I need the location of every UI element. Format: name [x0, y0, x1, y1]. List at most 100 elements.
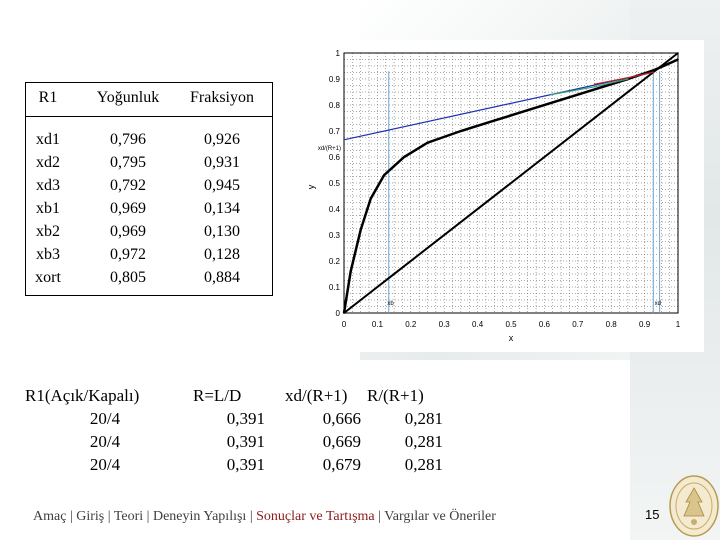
- table-cell: 0,391: [226, 455, 265, 474]
- density-column: 0,796 0,795 0,792 0,969 0,969 0,972 0,80…: [82, 129, 174, 289]
- table-cell: 0,795: [110, 154, 146, 171]
- x-tick-label: 0.1: [372, 320, 384, 329]
- series-point: [652, 71, 655, 74]
- y-tick-label: 0.8: [329, 101, 341, 110]
- series-point: [343, 312, 345, 314]
- table-cell: xb2: [36, 223, 60, 240]
- header-fraction: Fraksiyon: [190, 89, 254, 106]
- x-tick-label: 0.9: [639, 320, 651, 329]
- series-point: [593, 88, 596, 91]
- x-tick-label: 0.4: [472, 320, 484, 329]
- y-axis-label: y: [306, 184, 316, 189]
- nav-separator: |: [107, 509, 111, 524]
- table-cell: 20/4: [89, 455, 121, 474]
- table-cell: 0,130: [204, 223, 240, 240]
- x-tick-label: 0.8: [606, 320, 618, 329]
- header-divider: [26, 116, 272, 117]
- table-cell: 0,669: [322, 432, 361, 451]
- y-tick-label: 0.1: [329, 283, 341, 292]
- table-cell: 0,281: [404, 455, 443, 474]
- table-cell: 0,884: [204, 269, 240, 286]
- table-cell: 0,926: [204, 131, 240, 148]
- table-cell: xb1: [36, 200, 60, 217]
- nav-link-amac[interactable]: Amaç: [33, 509, 67, 524]
- y-tick-label: 0: [336, 309, 341, 318]
- table-cell: xb3: [36, 246, 60, 263]
- table-cell: 0,969: [110, 223, 146, 240]
- y-tick-label: 0.4: [329, 205, 341, 214]
- series-point: [550, 93, 552, 96]
- chart-annotation: xd/(R+1): [318, 146, 341, 152]
- x-tick-label: 0.5: [505, 320, 517, 329]
- chart-annotation: xd: [655, 301, 661, 307]
- series-point: [369, 197, 372, 200]
- series-point: [426, 141, 429, 144]
- table-cell: 0,391: [226, 432, 265, 451]
- x-tick-label: 0.2: [405, 320, 417, 329]
- header-xd-r1: xd/(R+1): [285, 386, 348, 405]
- y-tick-label: 0.2: [329, 257, 341, 266]
- series-point: [403, 156, 405, 158]
- table-cell: 0,391: [226, 409, 265, 428]
- series-point: [349, 270, 352, 273]
- x-axis-label: x: [509, 333, 514, 343]
- series-point: [460, 130, 462, 132]
- series-point: [560, 99, 562, 101]
- header-reflux: R1(Açık/Kapalı): [25, 386, 140, 405]
- table-cell: 0,972: [110, 246, 146, 263]
- table-cell: 0,134: [204, 200, 240, 217]
- y-tick-label: 1: [336, 49, 341, 58]
- series-point: [677, 58, 679, 61]
- header-r-r1: R/(R+1): [367, 386, 424, 405]
- nav-link-sonuclar[interactable]: Sonuçlar ve Tartışma: [256, 509, 375, 524]
- series-point: [386, 278, 389, 280]
- nav-separator: |: [378, 509, 381, 524]
- y-tick-label: 0.7: [329, 127, 341, 136]
- x-tick-label: 0.6: [539, 320, 551, 329]
- series-point: [653, 69, 656, 71]
- series-point: [593, 83, 596, 85]
- table-cell: 20/4: [89, 409, 121, 428]
- page-number: 15: [645, 507, 660, 522]
- table-cell: 0,666: [322, 409, 361, 428]
- table-cell: xd2: [36, 154, 60, 171]
- table-cell: 20/4: [89, 432, 121, 451]
- fraction-column: 0,926 0,931 0,945 0,134 0,130 0,128 0,88…: [174, 129, 270, 289]
- density-fraction-table: R1 Yoğunluk Fraksiyon xd1 xd2 xd3 xb1 xb…: [25, 82, 273, 296]
- x-tick-label: 1: [676, 320, 681, 329]
- table-cell: 0,931: [204, 154, 240, 171]
- header-r1: R1: [38, 89, 58, 106]
- series-point: [359, 229, 362, 231]
- series-line: [343, 71, 654, 141]
- plot-frame: [343, 52, 679, 314]
- nav-separator: |: [146, 509, 150, 524]
- y-tick-label: 0.3: [329, 231, 341, 240]
- x-tick-label: 0: [342, 320, 347, 329]
- table-cell: 0,805: [110, 269, 146, 286]
- table-cell: 0,796: [110, 131, 146, 148]
- y-tick-label: 0.5: [329, 179, 341, 188]
- mccabe-thiele-chart: 0 0.1 0.2 0.3 0.4 0.5 0.6 0.7 0.8 0.9 1 0 0.1 0.2 0.3 0…: [288, 40, 704, 352]
- series-point: [593, 86, 596, 88]
- series-point: [677, 52, 679, 54]
- footer-nav: Amaç | Giriş | Teori | Deneyin Yapılışı …: [33, 509, 496, 525]
- nav-link-deneyin-yapilisi[interactable]: Deneyin Yapılışı: [152, 509, 247, 524]
- series-line: [387, 71, 654, 280]
- header-r: R=L/D: [193, 386, 242, 405]
- university-seal-logo: [669, 475, 719, 537]
- series-point: [627, 76, 629, 79]
- table-cell: xd3: [36, 177, 60, 194]
- reflux-table: R1(Açık/Kapalı) R=L/D xd/(R+1) R/(R+1) 2…: [25, 384, 445, 482]
- nav-link-vargilar[interactable]: Vargılar ve Öneriler: [384, 509, 496, 524]
- nav-link-giris[interactable]: Giriş: [76, 509, 105, 524]
- chart-annotation: xb: [387, 301, 394, 307]
- nav-link-teori[interactable]: Teori: [113, 509, 144, 524]
- table-cell: 0,281: [404, 432, 443, 451]
- y-tick-label: 0.6: [329, 153, 341, 162]
- series-point: [526, 109, 529, 111]
- series-point: [627, 78, 629, 80]
- table-cell: xd1: [36, 131, 60, 148]
- table-cell: 0,281: [404, 409, 443, 428]
- y-tick-label: 0.9: [329, 75, 341, 84]
- table-cell: 0,128: [204, 246, 240, 263]
